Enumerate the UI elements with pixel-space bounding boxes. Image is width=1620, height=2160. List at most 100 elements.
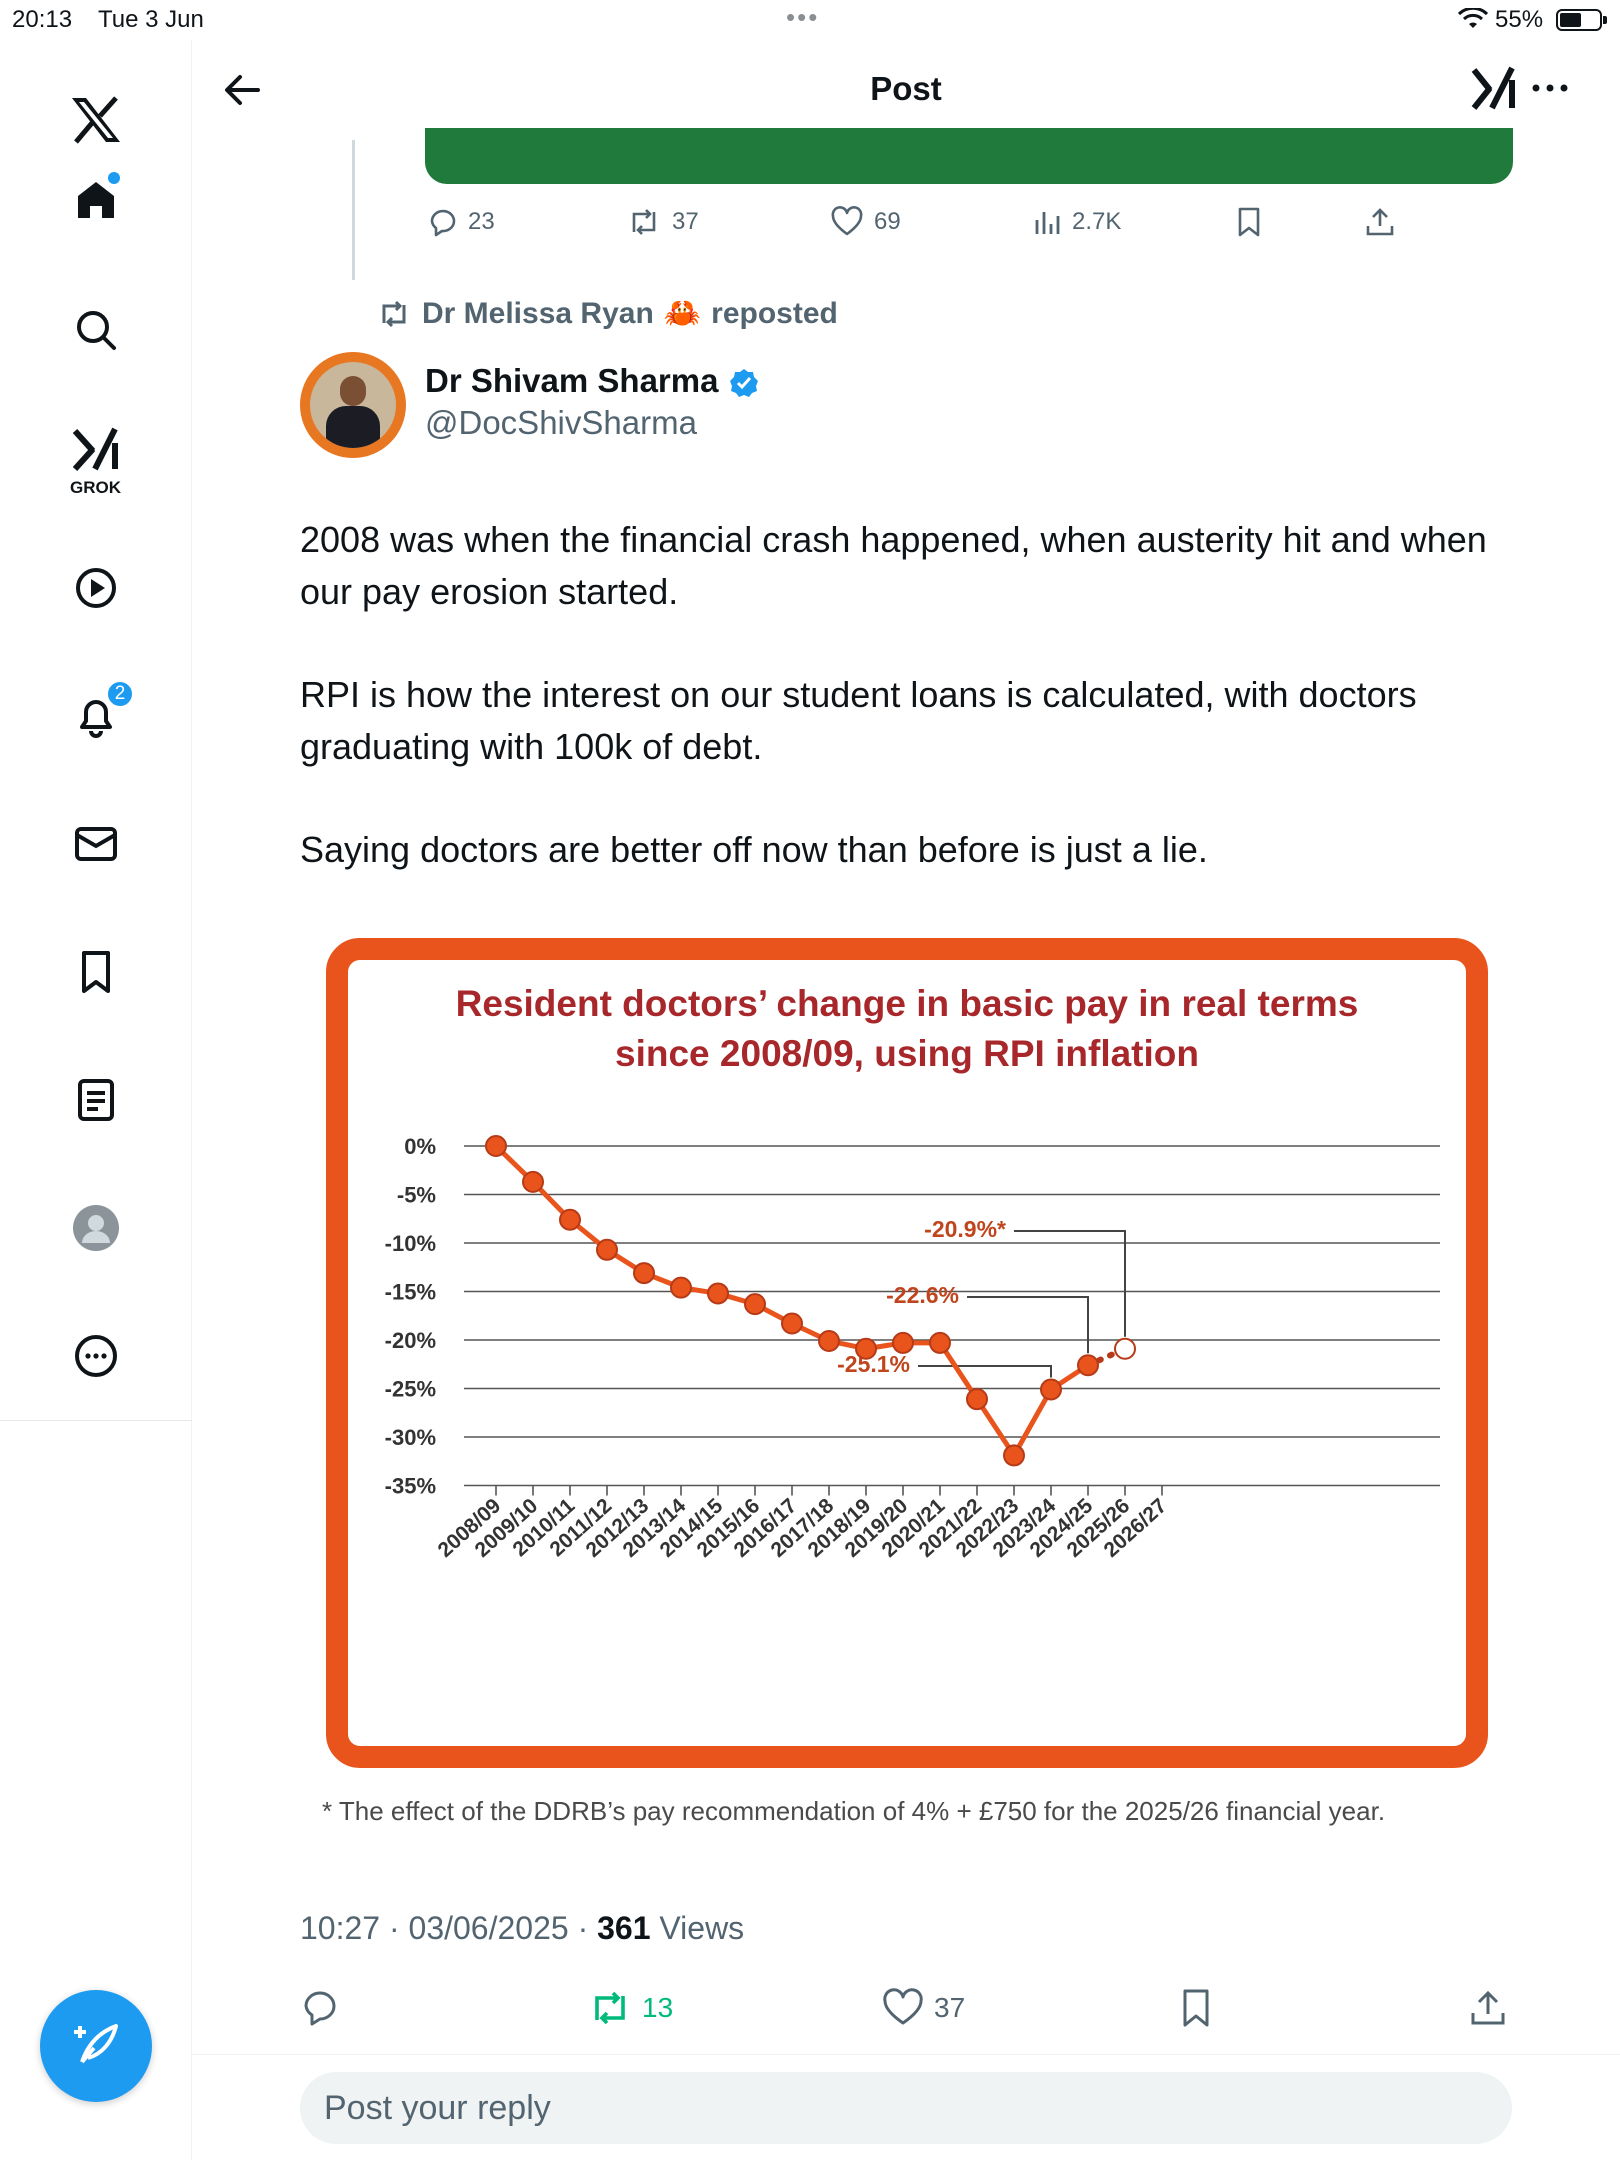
views-count[interactable]: 361 xyxy=(597,1910,651,1946)
chart-image-frame[interactable] xyxy=(326,938,1488,1768)
post-paragraph: Saying doctors are better off now than b… xyxy=(300,829,1208,870)
repost-count: 13 xyxy=(642,1992,674,2023)
data-point xyxy=(707,1282,729,1305)
reply-input[interactable] xyxy=(324,2072,1484,2144)
reply-icon xyxy=(430,209,456,237)
thread-line xyxy=(352,140,355,280)
repost-button[interactable]: 37 xyxy=(626,206,699,238)
status-bar: 20:13 Tue 3 Jun ••• 55% xyxy=(0,0,1620,40)
series-line xyxy=(494,1144,1090,1458)
verified-badge-icon xyxy=(728,367,760,404)
search-icon[interactable] xyxy=(66,300,126,360)
data-point xyxy=(485,1135,507,1157)
repost-button[interactable]: 13 xyxy=(588,1988,673,2028)
battery-icon xyxy=(1556,9,1607,31)
repost-icon xyxy=(632,209,656,235)
lists-icon[interactable] xyxy=(66,1070,126,1130)
data-point xyxy=(818,1329,840,1352)
data-point xyxy=(1040,1378,1062,1401)
video-play-icon[interactable] xyxy=(66,558,126,618)
data-point xyxy=(633,1262,655,1285)
post-date: 03/06/2025 xyxy=(408,1910,569,1946)
sidebar-divider xyxy=(0,1420,192,1421)
home-icon[interactable] xyxy=(66,170,126,230)
chart-footnote: * The effect of the DDRB’s pay recommend… xyxy=(322,1796,1386,1826)
grok-icon[interactable] xyxy=(66,420,126,480)
bookmark-button[interactable] xyxy=(1234,206,1264,238)
compose-post-button[interactable] xyxy=(40,1990,152,2102)
reply-button[interactable] xyxy=(300,1988,340,2028)
like-button[interactable]: 69 xyxy=(830,206,901,238)
data-point xyxy=(929,1331,951,1354)
data-point xyxy=(781,1312,803,1335)
views-count: 2.7K xyxy=(1072,208,1122,235)
share-button[interactable] xyxy=(1468,1988,1508,2028)
heart-icon xyxy=(883,1988,923,2025)
post-paragraph: RPI is how the interest on our student l… xyxy=(300,674,1417,767)
annotation-label: -22.6% xyxy=(886,1282,959,1308)
like-button[interactable]: 37 xyxy=(882,1988,965,2028)
share-button[interactable] xyxy=(1364,206,1396,238)
annotation-leader xyxy=(967,1296,1089,1354)
share-icon xyxy=(1366,208,1394,236)
wifi-icon xyxy=(1457,6,1489,37)
heart-icon xyxy=(831,206,863,236)
status-date: Tue 3 Jun xyxy=(98,6,204,33)
annotation-label: -20.9%* xyxy=(924,1216,1006,1242)
bell-icon[interactable]: 2 xyxy=(66,680,134,746)
views-button[interactable]: 2.7K xyxy=(1034,206,1121,238)
annotation-leader xyxy=(1014,1230,1126,1337)
data-point xyxy=(522,1170,544,1193)
y-tick-label: -10% xyxy=(385,1231,436,1256)
like-count: 37 xyxy=(934,1992,966,2023)
more-options-icon[interactable] xyxy=(1528,68,1572,113)
multitask-dots-icon[interactable]: ••• xyxy=(786,2,820,32)
chart-title-line2: since 2008/09, using RPI inflation xyxy=(615,1033,1199,1074)
y-tick-label: -20% xyxy=(385,1328,436,1353)
grok-label: GROK xyxy=(70,478,121,497)
repost-icon xyxy=(595,1991,625,2025)
reply-count: 23 xyxy=(468,208,495,235)
reply-button[interactable]: 23 xyxy=(426,206,495,238)
views-chart-icon xyxy=(1035,212,1060,234)
more-circle-icon[interactable] xyxy=(66,1326,126,1386)
chart-title-line1: Resident doctors’ change in basic pay in… xyxy=(456,983,1359,1024)
repost-count: 37 xyxy=(672,208,699,235)
crab-emoji: 🦀 xyxy=(663,297,702,330)
divider xyxy=(192,2054,1620,2055)
author-handle[interactable]: @DocShivSharma xyxy=(425,404,697,441)
x-logo-icon[interactable] xyxy=(66,90,126,150)
mail-icon[interactable] xyxy=(66,814,126,874)
post-time: 10:27 xyxy=(300,1910,381,1946)
repost-attribution[interactable]: Dr Melissa Ryan 🦀 reposted xyxy=(376,296,838,331)
repost-icon xyxy=(382,300,406,327)
data-point xyxy=(559,1208,581,1231)
data-point xyxy=(1077,1354,1099,1377)
bookmark-icon[interactable] xyxy=(66,942,126,1002)
sidebar: GROK 2 xyxy=(0,40,192,2160)
y-tick-label: -35% xyxy=(385,1474,436,1499)
data-point xyxy=(855,1337,877,1360)
battery-percent: 55% xyxy=(1495,6,1544,33)
grok-icon[interactable] xyxy=(1470,64,1518,117)
reposter-name[interactable]: Dr Melissa Ryan xyxy=(422,296,654,330)
y-tick-label: -5% xyxy=(397,1183,436,1208)
profile-icon[interactable] xyxy=(66,1198,126,1258)
reply-box[interactable] xyxy=(300,2072,1512,2144)
data-point xyxy=(670,1276,692,1299)
data-point xyxy=(744,1293,766,1316)
views-label: Views xyxy=(659,1910,745,1946)
y-tick-label: -30% xyxy=(385,1425,436,1450)
page-title: Post xyxy=(870,70,942,107)
bookmark-button[interactable] xyxy=(1178,1988,1214,2028)
data-point xyxy=(892,1331,914,1354)
feather-plus-icon xyxy=(74,2024,118,2064)
back-arrow-icon[interactable] xyxy=(220,68,264,117)
y-tick-label: -15% xyxy=(385,1280,436,1305)
avatar[interactable] xyxy=(300,352,406,458)
pay-change-chart: Resident doctors’ change in basic pay in… xyxy=(385,983,1440,1562)
author-name[interactable]: Dr Shivam Sharma xyxy=(425,362,719,399)
quoted-media-card[interactable] xyxy=(425,128,1513,184)
status-time: 20:13 xyxy=(12,6,73,33)
y-tick-label: 0% xyxy=(404,1134,436,1159)
